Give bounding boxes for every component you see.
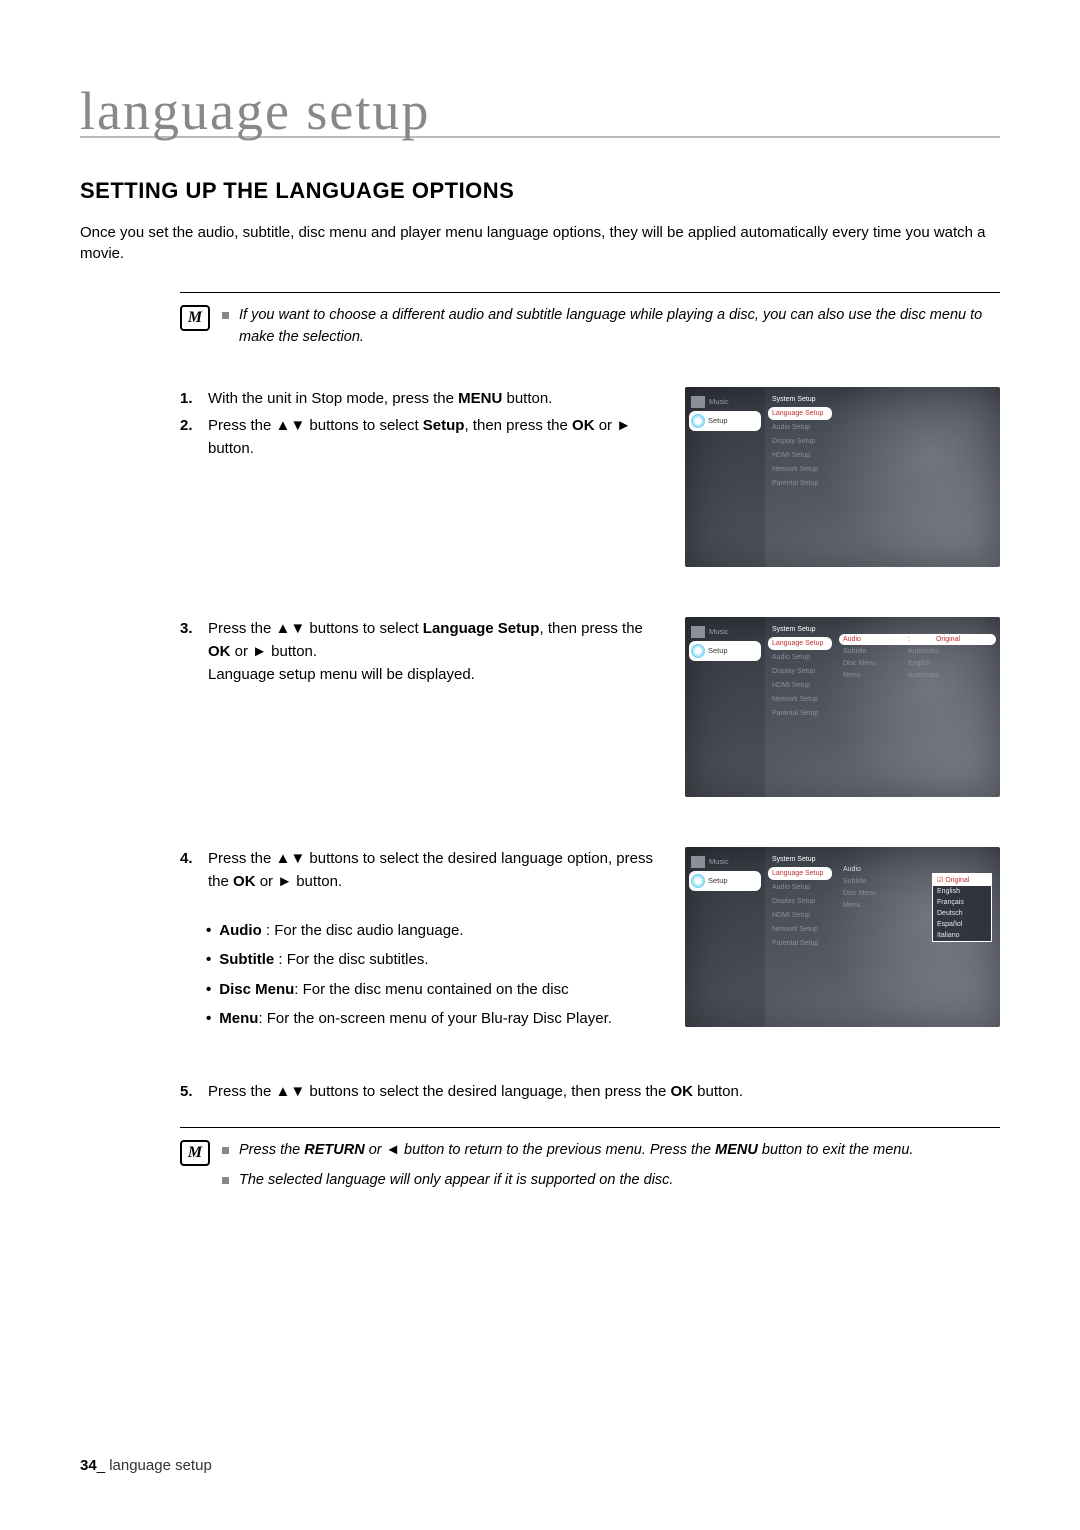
note-icon: M — [180, 1140, 210, 1166]
step-1: 1. With the unit in Stop mode, press the… — [180, 387, 657, 410]
step-number: 1. — [180, 387, 200, 410]
step-4: 4. Press the ▲▼ buttons to select the de… — [180, 847, 657, 894]
nav-music: Music — [689, 393, 761, 411]
setup-screenshot-2: Music Setup System Setup Language Setup … — [685, 617, 1000, 797]
step-body: Press the ▲▼ buttons to select Setup, th… — [208, 414, 657, 461]
setup-screenshot-3: Music Setup System Setup Language Setup … — [685, 847, 1000, 1027]
settings-icon — [691, 414, 705, 428]
step-number: 2. — [180, 414, 200, 461]
step-number: 5. — [180, 1080, 200, 1103]
option-bullet: •Menu: For the on-screen menu of your Bl… — [206, 1007, 657, 1030]
step-body: Press the ▲▼ buttons to select the desir… — [208, 1080, 1000, 1103]
page-footer: 34_ language setup — [80, 1457, 212, 1474]
step-number: 4. — [180, 847, 200, 894]
option-bullet: •Subtitle : For the disc subtitles. — [206, 948, 657, 971]
dropdown-item: Italiano — [933, 930, 991, 941]
dropdown-item: Français — [933, 897, 991, 908]
section-heading: SETTING UP THE LANGUAGE OPTIONS — [80, 178, 1000, 204]
option-subtitle: SubtitleAutomatic — [839, 646, 996, 657]
note-item: If you want to choose a different audio … — [222, 305, 1000, 349]
note-block-bottom: M Press the RETURN or ◄ button to return… — [180, 1127, 1000, 1200]
mock-nav: Music Setup — [685, 387, 765, 567]
nav-music: Music — [689, 853, 761, 871]
music-icon — [691, 396, 705, 408]
note-item: Press the RETURN or ◄ button to return t… — [222, 1140, 1000, 1162]
footer-section: language setup — [105, 1457, 212, 1474]
option-discmenu: Disc MenuEnglish — [839, 658, 996, 669]
option-bullet: •Audio : For the disc audio language. — [206, 919, 657, 942]
nav-setup: Setup — [689, 411, 761, 431]
step-2: 2. Press the ▲▼ buttons to select Setup,… — [180, 414, 657, 461]
intro-paragraph: Once you set the audio, subtitle, disc m… — [80, 222, 1000, 264]
step-body: Press the ▲▼ buttons to select the desir… — [208, 847, 657, 894]
step-number: 3. — [180, 617, 200, 687]
option-menu: MenuAutomatic — [839, 670, 996, 681]
chapter-title: language setup — [80, 80, 1000, 142]
language-dropdown: ☑ Original English Français Deutsch Espa… — [932, 873, 992, 942]
step-3: 3. Press the ▲▼ buttons to select Langua… — [180, 617, 657, 687]
note-text: If you want to choose a different audio … — [239, 305, 1000, 349]
dropdown-item: English — [933, 886, 991, 897]
option-audio: Audio:Original — [839, 634, 996, 645]
note-bullet — [222, 1147, 229, 1154]
dropdown-item: Deutsch — [933, 908, 991, 919]
note-bullet — [222, 1177, 229, 1184]
step-body: With the unit in Stop mode, press the ME… — [208, 387, 657, 410]
note-bullet — [222, 312, 229, 319]
nav-music: Music — [689, 623, 761, 641]
step-5: 5. Press the ▲▼ buttons to select the de… — [180, 1080, 1000, 1103]
note-block-top: M If you want to choose a different audi… — [180, 292, 1000, 357]
nav-setup: Setup — [689, 871, 761, 891]
note-item: The selected language will only appear i… — [222, 1170, 1000, 1192]
nav-setup: Setup — [689, 641, 761, 661]
option-bullet: •Disc Menu: For the disc menu contained … — [206, 978, 657, 1001]
setup-screenshot-1: Music Setup System Setup Language Setup … — [685, 387, 1000, 567]
note-text: The selected language will only appear i… — [239, 1170, 673, 1192]
dropdown-item-selected: ☑ Original — [933, 874, 991, 886]
step-body: Press the ▲▼ buttons to select Language … — [208, 617, 657, 687]
note-icon: M — [180, 305, 210, 331]
note-text: Press the RETURN or ◄ button to return t… — [239, 1140, 913, 1162]
dropdown-item: Español — [933, 919, 991, 930]
page-number: 34 — [80, 1457, 97, 1474]
